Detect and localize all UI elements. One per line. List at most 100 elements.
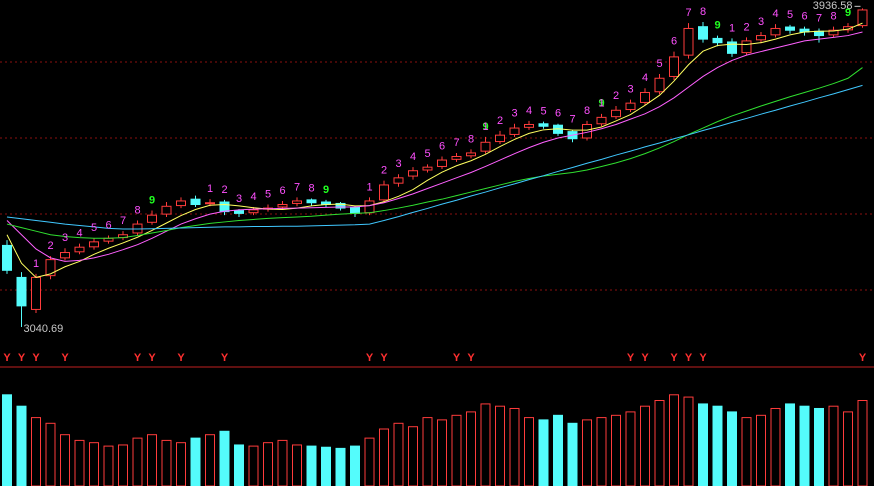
td-count: 3: [511, 108, 517, 120]
td-count: 1: [482, 121, 488, 133]
volume-bar: [785, 403, 795, 486]
volume-bar: [335, 447, 346, 486]
volume-bar: [495, 405, 505, 486]
volume-bar: [466, 411, 476, 486]
td-count: 7: [453, 137, 459, 149]
signal-mark: Y: [641, 352, 649, 364]
signal-mark: Y: [467, 352, 475, 364]
ma-line: [6, 67, 863, 239]
volume-bar: [292, 444, 302, 486]
td-count: 5: [787, 9, 793, 21]
volume-bar: [654, 400, 665, 486]
volume-bar: [118, 444, 128, 486]
td-count: 5: [91, 222, 97, 234]
volume-bar: [770, 407, 781, 486]
candle-body: [205, 202, 215, 205]
candle-body: [408, 170, 418, 177]
volume-bar: [567, 422, 578, 486]
candle-body: [640, 91, 650, 103]
volume-bar: [683, 396, 694, 486]
volume-bar: [799, 405, 810, 486]
candle-body: [698, 26, 708, 40]
candle-body: [379, 184, 389, 201]
volume-bar: [480, 403, 491, 486]
signal-mark: Y: [699, 352, 707, 364]
candle-body: [306, 199, 317, 204]
volume-bar: [857, 400, 868, 486]
signal-mark: Y: [3, 352, 11, 364]
td-count: 2: [497, 115, 503, 127]
td-count: 4: [76, 228, 82, 240]
td-count: 4: [250, 191, 256, 203]
candle-body: [248, 209, 259, 214]
volume-bar: [277, 439, 288, 486]
signal-mark: Y: [380, 352, 388, 364]
candle-body: [756, 35, 766, 41]
candle-body: [741, 40, 752, 54]
candle-body: [234, 210, 244, 214]
volume-bar: [393, 422, 404, 486]
signal-mark: Y: [61, 352, 69, 364]
candle-body: [524, 123, 534, 128]
td-count: 3: [62, 232, 68, 244]
volume-bar: [379, 428, 389, 486]
candle-body: [45, 259, 56, 277]
td-count: 2: [381, 165, 387, 177]
candle-body: [292, 200, 302, 204]
td-count: 1: [598, 98, 604, 110]
candle-body: [437, 159, 447, 167]
candle-body: [60, 252, 70, 259]
volume-bar: [843, 411, 853, 486]
volume-bar: [509, 407, 520, 486]
low-label: 3040.69: [24, 323, 64, 335]
td-count: 8: [584, 105, 590, 117]
signal-mark: Y: [18, 352, 26, 364]
volume-bar: [16, 405, 27, 486]
td-count: 7: [569, 114, 575, 126]
volume-bar: [321, 446, 331, 486]
volume-bar: [103, 445, 114, 486]
td-count: 6: [801, 11, 807, 23]
signal-mark: Y: [134, 352, 142, 364]
td-count: 4: [410, 151, 416, 163]
candle-body: [683, 27, 694, 56]
candle-body: [843, 26, 853, 31]
volume-bar: [74, 439, 85, 486]
volume-bar: [60, 434, 70, 486]
volume-bar: [364, 437, 375, 486]
td-count: 9: [149, 194, 155, 206]
volume-bar: [828, 405, 839, 486]
volume-bar: [712, 405, 723, 486]
volume-bar: [190, 437, 201, 486]
candle-body: [147, 214, 157, 223]
td-count: 7: [685, 7, 691, 19]
volume-bar: [625, 411, 636, 486]
candle-body: [422, 166, 433, 171]
signal-mark: Y: [670, 352, 678, 364]
candle-body: [466, 152, 476, 157]
volume-bar: [756, 414, 766, 486]
volume-bar: [596, 417, 607, 486]
volume-bar: [451, 414, 462, 486]
volume-bar: [727, 411, 737, 486]
td-count: 2: [221, 184, 227, 196]
candle-body: [31, 276, 41, 310]
volume-bar: [640, 405, 650, 486]
td-count: 5: [265, 188, 271, 200]
td-count: 6: [279, 185, 285, 197]
volume-bar: [248, 445, 259, 486]
td-count: 9: [845, 7, 851, 19]
td-count: 4: [526, 105, 532, 117]
td-count: 3: [758, 16, 764, 28]
candle-body: [190, 198, 201, 206]
volume-bar: [45, 422, 56, 486]
candle-body: [538, 123, 549, 127]
td-count: 6: [555, 108, 561, 120]
volume-bar: [524, 417, 534, 486]
candle-body: [335, 202, 346, 209]
volume-bar: [219, 430, 230, 486]
td-count: 8: [134, 204, 140, 216]
candle-body: [654, 77, 665, 93]
ma-line: [6, 31, 863, 262]
